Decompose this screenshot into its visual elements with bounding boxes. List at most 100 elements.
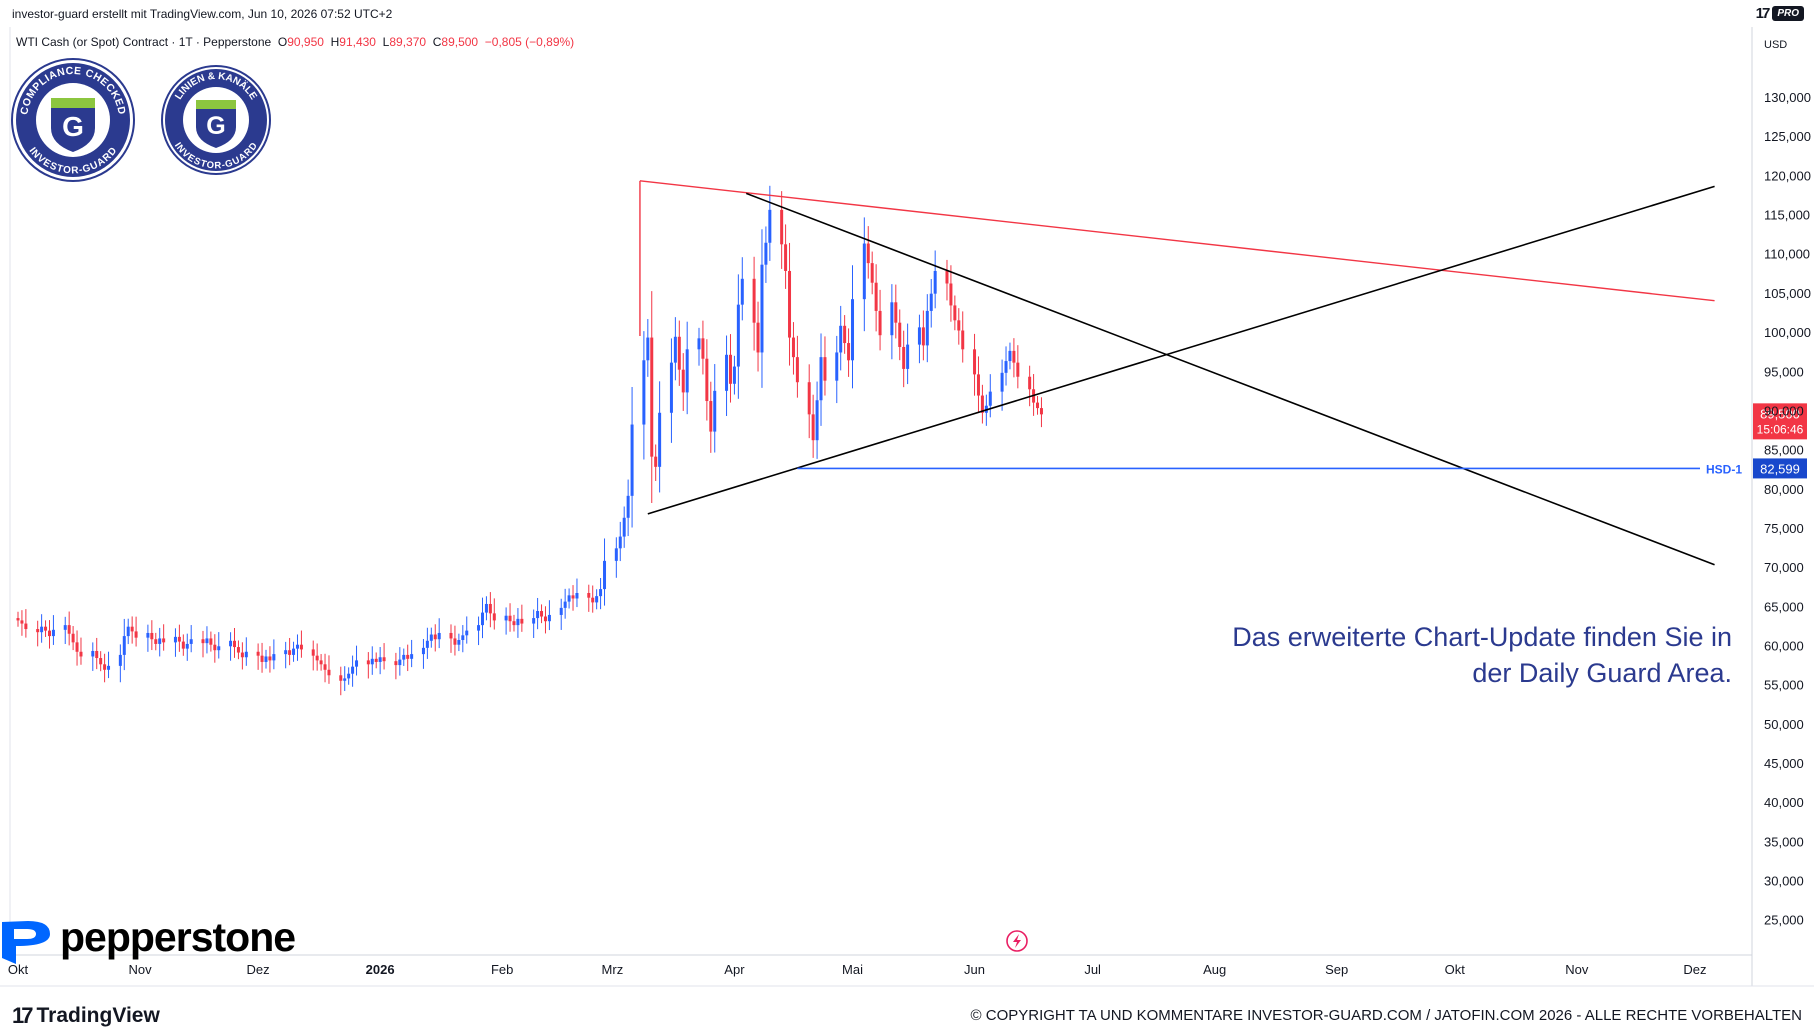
candle-body	[233, 640, 236, 648]
pro-badge: PRO	[1772, 6, 1804, 21]
candle-body	[1000, 372, 1004, 392]
candle-body	[453, 638, 457, 645]
candle-body	[480, 612, 484, 626]
candle-body	[945, 270, 949, 284]
candle-body	[410, 654, 414, 659]
candle-body	[355, 660, 359, 667]
candle-body	[299, 644, 303, 650]
candle-body	[980, 395, 984, 413]
badge1-letter: G	[62, 111, 84, 142]
candle-body	[465, 630, 469, 636]
candle-body	[437, 632, 441, 640]
candle-body	[791, 337, 795, 358]
candle-body	[953, 305, 957, 321]
candle-body	[847, 343, 851, 361]
y-tick-label: 130,000	[1764, 90, 1811, 105]
candle-body	[44, 626, 48, 631]
candle-body	[1039, 408, 1043, 415]
candle-body	[209, 638, 213, 645]
pepperstone-logo: pepperstone	[2, 914, 296, 964]
candle-body	[201, 639, 205, 644]
candle-body	[433, 634, 437, 640]
lightning-icon[interactable]	[1006, 930, 1028, 952]
legend-close: 89,500	[441, 35, 479, 49]
candle-body	[563, 601, 567, 608]
candle-body	[650, 337, 654, 457]
time-axis[interactable]: Okt Nov Dez 2026 Feb Mrz Apr Mai Jun Jul Aug Sep Okt…	[8, 962, 1707, 977]
candle-body	[154, 639, 158, 644]
candle-body	[732, 366, 736, 384]
candle-body	[1036, 402, 1040, 409]
candle-body	[575, 593, 579, 599]
candle-body	[173, 636, 177, 643]
legend-open-label: O	[277, 35, 288, 49]
candle-body	[780, 209, 784, 245]
candle-body	[1028, 376, 1032, 390]
candle-body	[788, 270, 792, 338]
candle-body	[292, 648, 296, 655]
candle-body	[1004, 361, 1008, 373]
y-tick-label: 75,000	[1764, 521, 1804, 536]
candle-body	[488, 603, 492, 614]
y-tick-label: 115,000	[1764, 208, 1810, 223]
legend-low-label: L	[382, 35, 390, 49]
candle-body	[851, 299, 855, 361]
x-tick-label: Mrz	[602, 962, 624, 977]
y-tick-label: 25,000	[1764, 913, 1804, 928]
candle-body	[949, 283, 953, 306]
candle-body	[626, 495, 630, 518]
candle-body	[236, 647, 240, 653]
candle-body	[461, 635, 465, 641]
candle-body	[725, 354, 729, 391]
y-tick-label: 35,000	[1764, 834, 1804, 849]
candle-body	[894, 302, 898, 323]
candle-body	[508, 615, 512, 622]
last-price-tag	[1753, 403, 1807, 440]
trendline-black-ascending[interactable]	[647, 185, 1715, 515]
trendline-black-descending[interactable]	[745, 192, 1715, 566]
candle-body	[795, 357, 799, 383]
hsd-price-tag	[1753, 458, 1807, 479]
candle-body	[1008, 350, 1012, 362]
candle-body	[862, 243, 866, 300]
y-tick-label: 30,000	[1764, 874, 1804, 889]
candle-body	[484, 603, 488, 613]
candle-body	[40, 626, 44, 633]
candle-body	[1016, 362, 1020, 377]
candle-body	[536, 611, 540, 619]
candle-body	[906, 344, 910, 369]
y-tick-label: 40,000	[1764, 795, 1804, 810]
tradingview-wordmark: TradingView	[36, 1004, 160, 1027]
trendline-red-resistance[interactable]	[639, 180, 1715, 302]
candle-body	[587, 593, 591, 598]
candle-body	[20, 620, 24, 624]
candle-body	[99, 658, 103, 665]
x-tick-label: Mai	[842, 962, 863, 977]
x-tick-label: Nov	[128, 962, 152, 977]
candle-body	[425, 640, 429, 648]
candle-body	[925, 310, 929, 346]
linien-kanaele-badge: LINIEN & KANÄLE INVESTOR-GUARD G	[161, 65, 271, 175]
candle-body	[654, 456, 658, 467]
legend-symbol: WTI Cash (or Spot) Contract · 1T · Peppe…	[16, 35, 272, 49]
candle-body	[752, 278, 756, 323]
candle-body	[685, 349, 689, 393]
candle-body	[921, 327, 925, 346]
candle-body	[520, 618, 524, 624]
candles-group	[16, 185, 1043, 696]
candle-body	[784, 244, 788, 271]
candle-body	[51, 629, 55, 637]
candle-body	[878, 310, 882, 336]
candle-body	[532, 618, 536, 624]
candle-body	[701, 338, 705, 359]
tradingview-footer-logo: 17 TradingView	[12, 1003, 160, 1029]
price-axis[interactable]: 25,000 30,000 35,000 40,000 45,000 50,000 55,0…	[1764, 90, 1811, 928]
candle-body	[268, 656, 272, 661]
y-tick-label: 100,000	[1764, 325, 1811, 340]
candle-body	[24, 623, 28, 630]
y-tick-label: 55,000	[1764, 678, 1804, 693]
candle-body	[543, 616, 547, 622]
candle-body	[630, 424, 634, 496]
candle-body	[736, 304, 740, 367]
